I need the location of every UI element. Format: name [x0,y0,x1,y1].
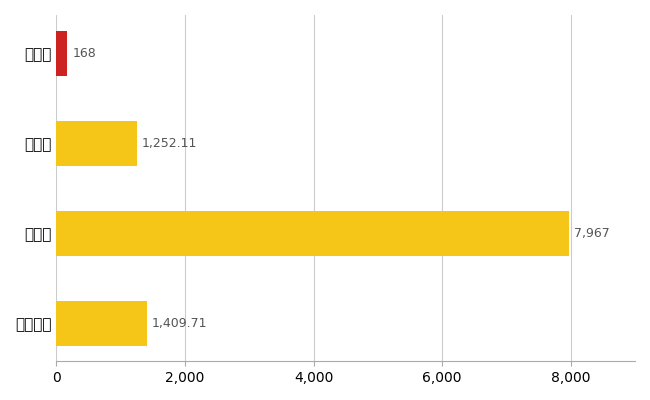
Bar [57,31,67,76]
Text: 7,967: 7,967 [574,227,610,240]
Text: 1,409.71: 1,409.71 [152,316,207,330]
Text: 1,252.11: 1,252.11 [142,137,198,150]
Bar [57,121,137,166]
Bar [57,300,147,346]
Bar [57,211,569,256]
Text: 168: 168 [72,47,96,60]
